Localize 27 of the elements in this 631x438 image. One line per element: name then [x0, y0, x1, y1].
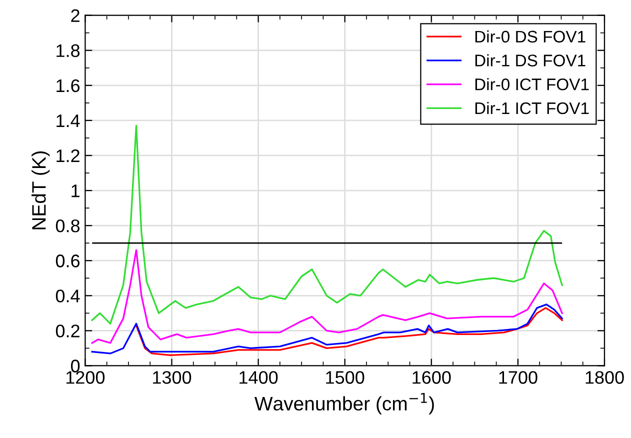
y-tick-label: 1.8 [56, 44, 80, 58]
legend-label: Dir-0 ICT FOV1 [475, 78, 589, 90]
y-tick-label: 1.6 [56, 79, 80, 92]
y-tick-label: 0.6 [56, 254, 80, 268]
y-tick-label: 2 [71, 9, 80, 22]
y-tick-label: 1.4 [56, 114, 80, 127]
y-tick-label: 0 [70, 360, 80, 372]
y-axis-title: NEdT (K) [32, 151, 50, 230]
line-series [91, 249, 563, 344]
legend-label: Dir-1 ICT FOV1 [475, 102, 589, 114]
legend-label: Dir-1 DS FOV1 [475, 54, 586, 66]
line-series [91, 304, 563, 354]
y-tick-label: 0.2 [56, 324, 80, 338]
x-tick-label: 1400 [240, 371, 278, 384]
y-tick-label: 0.8 [56, 220, 80, 232]
x-tick-label: 1600 [412, 371, 451, 384]
x-tick-label: 1300 [153, 371, 192, 384]
x-tick-label: 1500 [326, 371, 364, 384]
legend-label: Dir-0 DS FOV1 [475, 30, 586, 43]
x-tick-label: 1200 [66, 371, 105, 384]
y-tick-label: 0.4 [56, 290, 80, 302]
x-tick-label: 1800 [586, 371, 624, 384]
x-tick-label: 1700 [499, 371, 538, 384]
y-tick-label: 1.2 [56, 149, 80, 162]
y-tick-label: 1 [72, 184, 80, 198]
line-series [135, 307, 563, 356]
x-axis-title: Wavenumber (cm$^{−1}$) [254, 392, 434, 414]
